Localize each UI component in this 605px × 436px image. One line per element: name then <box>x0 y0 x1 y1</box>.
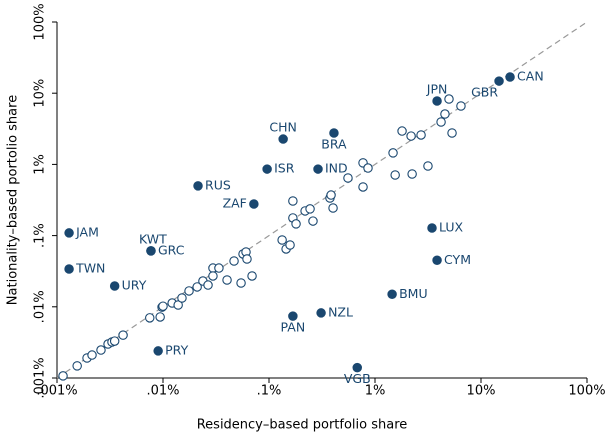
y-tick-label: .01% <box>33 290 48 323</box>
hollow-point <box>247 271 257 281</box>
point-label: NZL <box>328 304 353 319</box>
filled-point <box>64 264 74 274</box>
hollow-point <box>308 216 318 226</box>
hollow-point <box>288 196 298 206</box>
point-label: TWN <box>75 260 105 275</box>
point-label: CHN <box>269 120 296 135</box>
y-tick-label: 1% <box>33 154 48 175</box>
filled-point <box>316 308 326 318</box>
hollow-point <box>291 219 301 229</box>
hollow-point <box>118 330 128 340</box>
hollow-point <box>456 101 466 111</box>
filled-point <box>352 362 362 373</box>
hollow-point <box>87 350 97 360</box>
hollow-point <box>326 190 336 200</box>
point-label: ISR <box>274 161 295 176</box>
filled-point <box>427 223 437 233</box>
x-tick-label: 1% <box>365 384 386 399</box>
hollow-point <box>447 128 457 138</box>
filled-point <box>432 255 442 266</box>
hollow-point <box>58 371 68 381</box>
hollow-point <box>192 282 202 292</box>
hollow-point <box>155 312 165 322</box>
hollow-point <box>343 173 353 183</box>
hollow-point <box>96 345 106 355</box>
hollow-point <box>444 94 454 104</box>
y-tick-label: .1% <box>33 223 48 248</box>
point-label: CAN <box>517 68 544 83</box>
point-label: JPN <box>426 82 448 97</box>
hollow-point <box>184 286 194 296</box>
hollow-point <box>277 235 287 245</box>
filled-point <box>146 246 156 256</box>
y-tick-label: .001% <box>33 357 48 398</box>
hollow-point <box>214 263 224 273</box>
point-label: KWT <box>139 231 167 246</box>
hollow-point <box>416 130 426 140</box>
point-label: BMU <box>399 286 428 301</box>
point-label: LUX <box>439 219 463 234</box>
hollow-point <box>390 170 400 180</box>
point-label: GRC <box>158 242 185 257</box>
y-tick-label: 10% <box>33 79 48 108</box>
x-tick-label: .1% <box>257 384 282 399</box>
hollow-point <box>72 361 82 371</box>
filled-point <box>153 346 163 356</box>
filled-point <box>494 76 504 86</box>
point-label: CYM <box>444 252 471 267</box>
point-label: IND <box>325 161 348 176</box>
filled-point <box>505 72 515 82</box>
hollow-point <box>109 336 120 346</box>
point-label: PAN <box>281 320 306 335</box>
filled-point <box>249 199 259 209</box>
hollow-point <box>388 148 398 158</box>
filled-point <box>64 228 74 238</box>
point-label: VGB <box>344 371 371 386</box>
hollow-point <box>158 301 168 311</box>
hollow-point <box>407 169 417 179</box>
hollow-point <box>440 109 450 119</box>
filled-point <box>262 164 272 174</box>
hollow-point <box>363 163 373 173</box>
hollow-point <box>236 278 246 288</box>
hollow-point <box>305 204 315 214</box>
hollow-point <box>436 117 446 127</box>
point-label: JAM <box>75 224 99 239</box>
hollow-point <box>208 271 218 281</box>
hollow-point <box>397 126 407 136</box>
filled-point <box>313 164 323 174</box>
hollow-point <box>242 254 252 264</box>
x-axis-title: Residency–based portfolio share <box>197 418 408 433</box>
point-label: PRY <box>165 342 188 357</box>
point-label: GBR <box>471 85 498 100</box>
hollow-point <box>285 240 295 250</box>
filled-point <box>193 181 203 191</box>
filled-point <box>288 311 298 321</box>
x-tick-label: .01% <box>146 384 179 399</box>
point-label: ZAF <box>223 195 247 210</box>
hollow-point <box>177 293 187 303</box>
hollow-point <box>145 313 155 323</box>
hollow-point <box>222 275 232 285</box>
y-tick-label: 100% <box>33 3 48 40</box>
x-tick-label: 10% <box>467 384 496 399</box>
x-tick-label: 100% <box>568 384 605 399</box>
point-label: RUS <box>205 177 231 192</box>
filled-point <box>109 281 120 291</box>
filled-point <box>278 134 288 144</box>
filled-point <box>329 128 339 138</box>
filled-point <box>387 289 397 300</box>
y-axis-title: Nationality–based portolio share <box>6 95 21 305</box>
hollow-point <box>229 256 239 266</box>
point-label: URY <box>122 277 147 292</box>
hollow-point <box>328 203 338 213</box>
hollow-point <box>423 161 433 171</box>
hollow-point <box>358 182 368 192</box>
x-tick-label: .001% <box>36 384 77 399</box>
point-label: BRA <box>321 137 347 152</box>
hollow-point <box>406 131 416 141</box>
hollow-point <box>203 280 213 290</box>
filled-point <box>432 96 442 106</box>
